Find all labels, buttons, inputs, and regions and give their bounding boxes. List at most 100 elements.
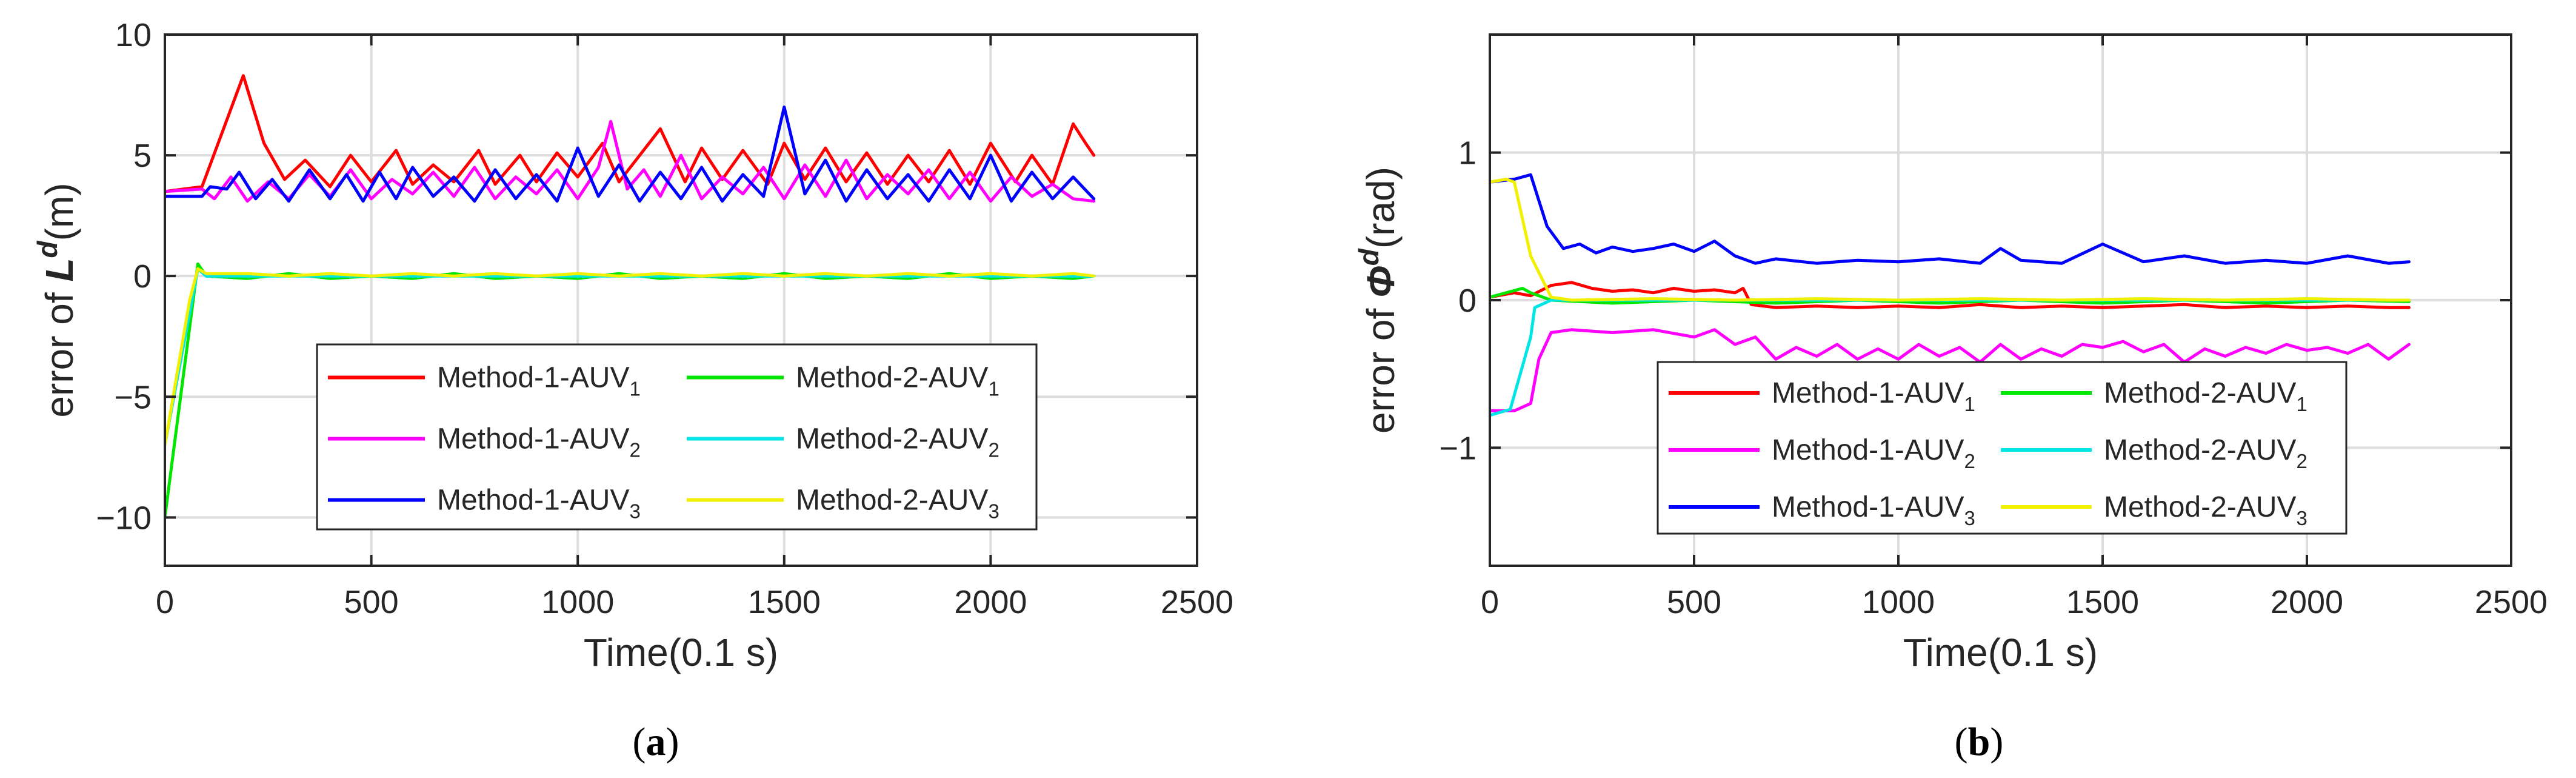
legend: Method-1-AUV1Method-1-AUV2Method-1-AUV3M… (1657, 361, 2347, 535)
legend-label: Method-2-AUV3 (2104, 491, 2307, 529)
legend-item: Method-1-AUV1 (1669, 377, 1975, 415)
series-line-method-1-auv3 (1490, 173, 2411, 265)
series-line-method-2-auv3 (1490, 178, 2411, 302)
legend-label-name: Method-2-AUV (2104, 377, 2296, 409)
x-tick-label: 2500 (2475, 584, 2548, 620)
chart-panel-a: 0 500 1000 1500 2000 2500 −10 −5 0 5 10 Time(0.1 s)… (32, 17, 1233, 674)
legend-label: Method-1-AUV1 (437, 362, 641, 400)
x-tick-label: 2000 (2271, 584, 2343, 620)
y-axis-title-symbol: L (38, 258, 81, 281)
legend-label: Method-1-AUV2 (437, 423, 641, 461)
legend-item: Method-2-AUV2 (687, 423, 999, 461)
x-axis-title: Time(0.1 s) (1903, 631, 2098, 674)
legend-label: Method-2-AUV2 (796, 423, 999, 461)
y-tick-label: 0 (133, 258, 152, 295)
chart-panel-b: 0 500 1000 1500 2000 2500 −1 0 1 Time(0.1 s) error… (1353, 33, 2548, 674)
legend-label-name: Method-1-AUV (437, 423, 629, 455)
y-tick-label: −10 (96, 500, 152, 536)
series-line-method-2-auv3 (165, 267, 1096, 447)
legend-label: Method-1-AUV2 (1772, 434, 1975, 472)
legend-item: Method-2-AUV2 (2001, 434, 2307, 472)
legend-item: Method-1-AUV3 (328, 485, 641, 523)
legend-label-subscript: 1 (629, 378, 640, 400)
series-line-method-1-auv3 (165, 106, 1096, 203)
legend-label-name: Method-1-AUV (1772, 434, 1964, 466)
legend-label-subscript: 2 (2296, 450, 2307, 472)
caption-close: ) (666, 720, 679, 764)
legend-label-name: Method-1-AUV (1772, 377, 1964, 409)
legend-item: Method-1-AUV3 (1669, 491, 1975, 529)
series-line-method-1-auv1 (165, 74, 1096, 193)
caption-open: ( (1955, 720, 1968, 764)
legend-label-subscript: 2 (1964, 450, 1975, 472)
legend-label-name: Method-2-AUV (2104, 434, 2296, 466)
series-group (1490, 173, 2411, 417)
y-axis-title-prefix: error of (38, 282, 81, 418)
ticks: 0 500 1000 1500 2000 2500 −10 −5 0 5 10 (96, 17, 1233, 620)
y-axis-title-prefix: error of (1359, 298, 1403, 434)
series-line-method-1-auv2 (1490, 328, 2411, 412)
legend-label-subscript: 3 (1964, 507, 1975, 529)
y-tick-label: 0 (1458, 283, 1477, 319)
legend-label-subscript: 1 (2296, 393, 2307, 415)
x-tick-label: 0 (156, 584, 174, 620)
caption-letter: b (1968, 720, 1990, 764)
panel-caption: (a) (633, 720, 679, 764)
panel-caption: (b) (1955, 720, 2004, 764)
x-axis-title: Time(0.1 s) (584, 631, 778, 674)
legend-label: Method-1-AUV3 (437, 485, 641, 523)
x-tick-label: 1500 (2066, 584, 2139, 620)
legend-label-name: Method-2-AUV (796, 423, 988, 455)
x-tick-label: 2000 (954, 584, 1027, 620)
caption-letter: a (646, 720, 666, 764)
y-axis-title-superscript: d (1353, 248, 1384, 266)
legend-label: Method-1-AUV1 (1772, 377, 1975, 415)
y-tick-label: 10 (115, 17, 152, 53)
legend-label-subscript: 1 (1964, 393, 1975, 415)
legend-label: Method-2-AUV2 (2104, 434, 2307, 472)
legend-item: Method-1-AUV2 (1669, 434, 1975, 472)
series-group (165, 74, 1096, 519)
y-axis-title: error of Φd(rad) (1353, 167, 1403, 434)
legend-label-subscript: 2 (988, 439, 999, 461)
caption-open: ( (633, 720, 646, 764)
x-tick-label: 500 (344, 584, 399, 620)
legend-label-name: Method-1-AUV (437, 362, 629, 394)
legend: Method-1-AUV1Method-1-AUV2Method-1-AUV3M… (316, 343, 1038, 531)
y-tick-label: −5 (114, 379, 152, 415)
legend-label-subscript: 3 (629, 500, 640, 523)
legend-label-subscript: 3 (2296, 507, 2307, 529)
y-axis-title-superscript: d (32, 240, 63, 258)
y-axis-title: error of Ld(m) (32, 183, 81, 417)
series-line-method-2-auv1 (165, 262, 1096, 519)
legend-label: Method-2-AUV1 (2104, 377, 2307, 415)
x-tick-label: 500 (1667, 584, 1721, 620)
series-line-method-1-auv1 (1490, 281, 2411, 309)
y-axis-title-suffix: (m) (38, 183, 81, 241)
y-tick-label: 5 (133, 138, 152, 174)
legend-item: Method-2-AUV3 (2001, 491, 2307, 529)
y-axis-title-suffix: (rad) (1359, 167, 1403, 249)
legend-label: Method-2-AUV3 (796, 485, 999, 523)
legend-box (316, 343, 1038, 531)
legend-item: Method-1-AUV2 (328, 423, 641, 461)
legend-label-name: Method-2-AUV (796, 362, 988, 394)
y-axis-title-symbol: Φ (1359, 266, 1403, 298)
legend-label-name: Method-2-AUV (2104, 491, 2296, 523)
legend-label-name: Method-1-AUV (437, 485, 629, 517)
legend-item: Method-2-AUV1 (2001, 377, 2307, 415)
legend-label-subscript: 2 (629, 439, 640, 461)
legend-label: Method-1-AUV3 (1772, 491, 1975, 529)
legend-label: Method-2-AUV1 (796, 362, 999, 400)
x-tick-label: 0 (1481, 584, 1499, 620)
x-tick-label: 2500 (1161, 584, 1233, 620)
legend-label-name: Method-1-AUV (1772, 491, 1964, 523)
legend-label-subscript: 1 (988, 378, 999, 400)
y-tick-label: 1 (1458, 135, 1477, 172)
legend-item: Method-2-AUV1 (687, 362, 999, 400)
legend-box (1657, 361, 2347, 535)
legend-item: Method-2-AUV3 (687, 485, 999, 523)
axes-frame (164, 33, 1198, 567)
x-tick-label: 1500 (748, 584, 821, 620)
